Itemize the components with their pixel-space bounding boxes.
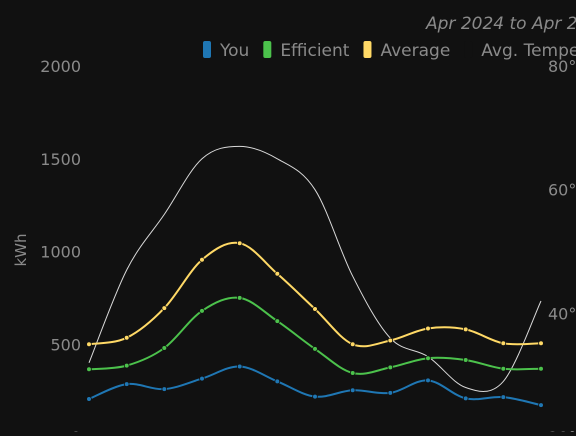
legend-swatch-average <box>363 41 372 58</box>
data-point-you[interactable] <box>349 387 356 394</box>
legend-label-you: You <box>219 41 249 61</box>
data-point-you[interactable] <box>274 378 281 385</box>
data-point-you[interactable] <box>425 377 431 384</box>
y-axis-label: kWh <box>12 233 30 266</box>
series-you <box>86 363 544 408</box>
data-point-you[interactable] <box>312 393 318 400</box>
chart-subtitle: Apr 2024 to Apr 2 <box>425 14 576 34</box>
data-point-efficient[interactable] <box>236 295 243 301</box>
data-point-you[interactable] <box>387 390 394 396</box>
series-line-avg-temperature <box>88 145 542 392</box>
data-point-efficient[interactable] <box>462 357 469 363</box>
legend-item-average[interactable]: Average <box>363 41 450 61</box>
data-point-average[interactable] <box>387 337 394 344</box>
y2-tick-label: 20° <box>548 428 576 432</box>
data-point-you[interactable] <box>236 363 243 370</box>
data-point-average[interactable] <box>538 340 544 347</box>
y-tick-label: 500 <box>50 335 81 354</box>
data-point-you[interactable] <box>86 396 92 402</box>
legend: You Efficient Average Avg. Temperat <box>203 41 576 61</box>
y-tick-label: 2000 <box>40 57 81 76</box>
data-point-average[interactable] <box>462 326 469 333</box>
data-point-you[interactable] <box>199 375 205 382</box>
y2-tick-label: 80° <box>548 57 576 76</box>
data-point-average[interactable] <box>199 256 205 263</box>
series-avg-temperature <box>88 145 542 392</box>
data-point-efficient[interactable] <box>538 365 544 372</box>
y2-tick-label: 40° <box>548 304 576 323</box>
data-point-you[interactable] <box>161 386 168 392</box>
legend-label-efficient: Efficient <box>280 41 349 61</box>
data-point-average[interactable] <box>161 305 168 311</box>
data-point-average[interactable] <box>274 270 281 277</box>
data-point-you[interactable] <box>538 402 544 408</box>
series-efficient <box>86 295 544 376</box>
legend-label-avg-temperature: Avg. Temperat <box>481 41 576 61</box>
legend-item-efficient[interactable]: Efficient <box>263 41 350 61</box>
data-point-efficient[interactable] <box>199 308 205 314</box>
data-point-you[interactable] <box>123 381 130 387</box>
y-tick-label: 0 <box>71 428 81 432</box>
data-point-efficient[interactable] <box>425 355 431 362</box>
data-point-you[interactable] <box>500 394 507 400</box>
y-axis-ticks: 0 500 1000 1500 2000 <box>40 57 81 436</box>
data-point-average[interactable] <box>500 340 507 347</box>
legend-swatch-you <box>203 41 211 58</box>
data-point-average[interactable] <box>349 341 356 348</box>
data-point-efficient[interactable] <box>387 364 394 371</box>
legend-swatch-avg-temperature <box>464 41 473 58</box>
data-point-efficient[interactable] <box>500 365 507 372</box>
data-point-average[interactable] <box>425 325 431 332</box>
data-point-efficient[interactable] <box>349 370 356 376</box>
legend-label-average: Average <box>380 41 450 61</box>
data-point-average[interactable] <box>86 341 92 348</box>
data-point-average[interactable] <box>236 240 243 247</box>
legend-item-avg-temperature[interactable]: Avg. Temperat <box>464 41 576 61</box>
y2-tick-label: 60° <box>548 181 576 200</box>
data-point-efficient[interactable] <box>161 345 168 351</box>
data-point-efficient[interactable] <box>86 366 92 373</box>
legend-item-you[interactable]: You <box>203 41 249 61</box>
data-point-average[interactable] <box>312 306 318 312</box>
series-layer <box>86 145 544 408</box>
y-tick-label: 1500 <box>40 150 81 169</box>
data-point-efficient[interactable] <box>312 346 318 352</box>
y2-axis-ticks: 20° 40° 60° 80° <box>548 57 576 436</box>
data-point-efficient[interactable] <box>274 318 281 324</box>
legend-swatch-efficient <box>263 41 272 58</box>
series-average <box>86 240 544 348</box>
data-point-you[interactable] <box>462 395 469 402</box>
series-line-average <box>88 241 542 348</box>
data-point-average[interactable] <box>123 334 130 341</box>
y-tick-label: 1000 <box>40 243 81 262</box>
data-point-efficient[interactable] <box>123 362 130 369</box>
